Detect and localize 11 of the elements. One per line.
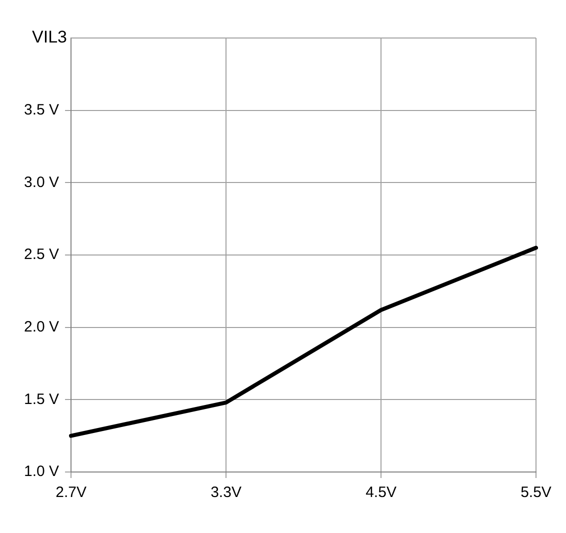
x-tick-label: 5.5V xyxy=(520,484,552,502)
x-tick-label: 4.5V xyxy=(366,484,396,502)
y-tick-label: 3.0 V xyxy=(24,174,60,191)
chart-title: VIL3 xyxy=(32,28,68,47)
y-tick-label: 1.5 V xyxy=(24,390,60,408)
x-tick-label: 2.7V xyxy=(56,484,86,502)
y-tick-label: 2.0 V xyxy=(24,318,60,336)
y-tick-label: 1.0 V xyxy=(24,463,60,480)
x-tick-label: 3.3V xyxy=(210,484,242,502)
y-tick-label: 2.5 V xyxy=(24,246,60,264)
y-tick-label: 3.5 V xyxy=(24,101,60,118)
